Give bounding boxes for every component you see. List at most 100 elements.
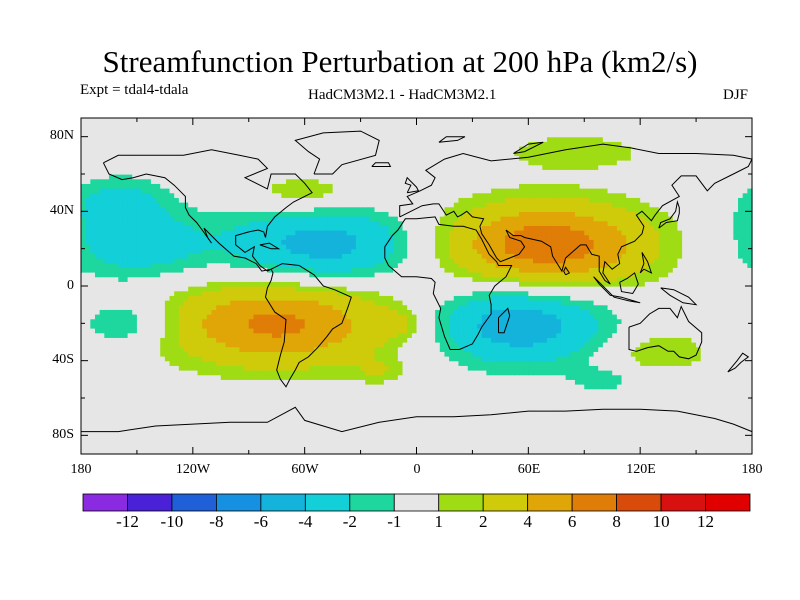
field-cell <box>272 430 278 436</box>
field-cell <box>444 290 450 296</box>
field-cell <box>267 393 273 399</box>
field-cell <box>477 304 483 310</box>
field-cell <box>225 351 231 357</box>
field-cell <box>206 398 213 404</box>
field-cell <box>234 309 241 315</box>
field-cell <box>682 444 688 450</box>
field-cell <box>379 342 385 348</box>
field-cell <box>560 346 567 352</box>
field-cell <box>262 449 268 455</box>
field-cell <box>574 360 581 366</box>
field-cell <box>728 388 734 394</box>
field-cell <box>295 304 301 310</box>
field-cell <box>309 314 315 320</box>
field-cell <box>332 374 338 380</box>
field-cell <box>626 430 632 436</box>
field-cell <box>733 332 739 338</box>
field-cell <box>360 300 366 306</box>
field-cell <box>612 300 618 306</box>
field-cell <box>108 351 115 357</box>
field-cell <box>178 365 185 371</box>
field-cell <box>244 384 250 390</box>
field-cell <box>630 430 637 436</box>
field-cell <box>318 337 324 343</box>
field-cell <box>281 365 287 371</box>
field-cell <box>407 309 413 315</box>
field-cell <box>705 309 711 315</box>
field-cell <box>500 370 506 376</box>
field-cell <box>607 426 613 432</box>
field-cell <box>519 421 525 427</box>
field-cell <box>486 374 492 380</box>
field-cell <box>104 290 110 296</box>
field-cell <box>313 430 320 436</box>
field-cell <box>94 421 101 427</box>
field-cell <box>621 402 627 408</box>
field-cell <box>122 328 129 334</box>
field-cell <box>379 384 385 390</box>
field-cell <box>369 444 376 450</box>
field-cell <box>155 449 161 455</box>
field-cell <box>584 421 590 427</box>
field-cell <box>318 304 324 310</box>
field-cell <box>439 342 446 348</box>
field-cell <box>379 407 385 413</box>
field-cell <box>607 407 613 413</box>
field-cell <box>216 318 222 324</box>
field-cell <box>132 300 138 306</box>
field-cell <box>747 328 753 334</box>
field-cell <box>122 351 129 357</box>
field-cell <box>644 449 651 455</box>
field-cell <box>472 440 478 446</box>
field-cell <box>710 360 716 366</box>
field-cell <box>439 412 446 418</box>
field-cell <box>136 449 143 455</box>
field-cell <box>537 304 543 310</box>
field-cell <box>574 416 581 422</box>
field-cell <box>211 430 217 436</box>
field-cell <box>449 337 455 343</box>
field-cell <box>407 384 413 390</box>
field-cell <box>546 421 553 427</box>
field-cell <box>202 346 208 352</box>
field-cell <box>286 314 292 320</box>
field-cell <box>537 440 543 446</box>
field-cell <box>183 384 189 390</box>
field-cell <box>174 323 180 329</box>
field-cell <box>602 444 609 450</box>
field-cell <box>113 444 119 450</box>
field-cell <box>472 309 478 315</box>
field-cell <box>467 416 474 422</box>
field-cell <box>178 356 185 362</box>
field-cell <box>90 356 96 362</box>
field-cell <box>514 314 520 320</box>
field-cell <box>258 337 264 343</box>
field-cell <box>81 407 87 413</box>
field-cell <box>220 318 227 324</box>
field-cell <box>556 393 562 399</box>
field-cell <box>616 412 623 418</box>
field-cell <box>300 346 306 352</box>
field-cell <box>528 398 534 404</box>
field-cell <box>155 332 161 338</box>
field-cell <box>262 328 268 334</box>
field-cell <box>383 379 390 385</box>
field-cell <box>188 435 194 441</box>
field-cell <box>136 384 143 390</box>
field-cell <box>523 430 529 436</box>
field-cell <box>598 402 604 408</box>
field-cell <box>206 360 213 366</box>
field-cell <box>491 370 497 376</box>
field-cell <box>309 440 315 446</box>
field-cell <box>122 304 129 310</box>
field-cell <box>290 337 296 343</box>
field-cell <box>90 360 96 366</box>
field-cell <box>621 309 627 315</box>
field-cell <box>416 295 422 301</box>
field-cell <box>742 370 748 376</box>
field-cell <box>206 300 213 306</box>
field-cell <box>122 379 129 385</box>
field-cell <box>206 314 213 320</box>
field-cell <box>537 444 543 450</box>
field-cell <box>668 332 674 338</box>
